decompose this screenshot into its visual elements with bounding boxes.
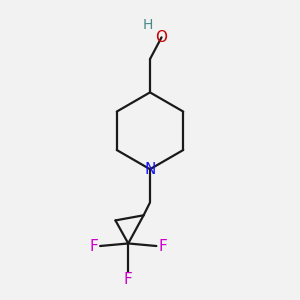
Text: O: O [155,30,167,45]
Text: F: F [124,272,133,287]
Text: H: H [142,17,153,32]
Text: F: F [158,238,167,253]
Text: N: N [144,162,156,177]
Text: F: F [89,238,98,253]
